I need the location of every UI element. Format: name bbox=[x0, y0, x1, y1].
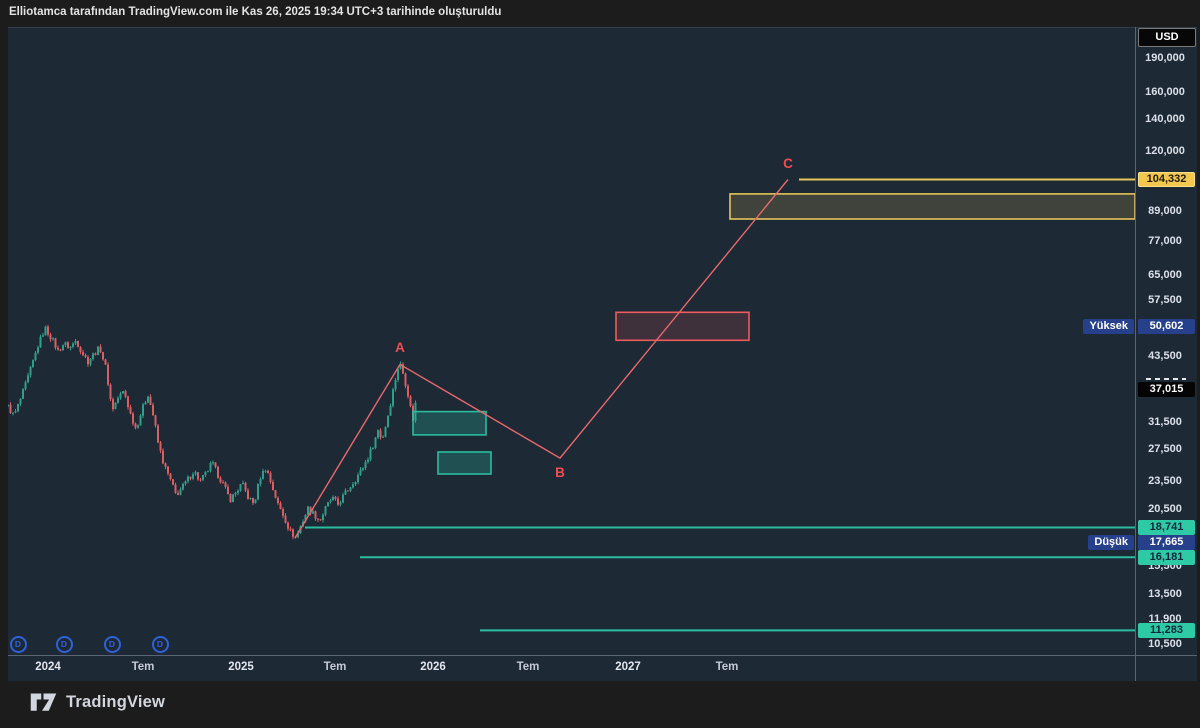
x-axis-label-2025: 2025 bbox=[228, 661, 254, 673]
y-axis-tick: 77,000 bbox=[1148, 234, 1182, 247]
y-axis-tick: 140,000 bbox=[1145, 113, 1185, 126]
price-label-50602: 50,602 bbox=[1138, 318, 1195, 334]
x-axis-label-tem: Tem bbox=[323, 661, 347, 673]
dividend-marker[interactable]: D bbox=[9, 635, 27, 653]
wave-point-label-B[interactable]: B bbox=[555, 465, 565, 481]
x-axis-label-2026: 2026 bbox=[420, 661, 446, 673]
range-label-high: Yüksek bbox=[1083, 318, 1134, 334]
tradingview-brand-text: TradingView bbox=[66, 693, 166, 711]
y-axis-tick: 13,500 bbox=[1148, 587, 1182, 600]
wave-point-label-C[interactable]: C bbox=[783, 155, 793, 171]
y-axis-tick: 120,000 bbox=[1145, 144, 1185, 157]
y-axis-tick: 160,000 bbox=[1145, 86, 1185, 99]
footer-bar: TradingView bbox=[0, 681, 1200, 728]
x-axis-label-tem: Tem bbox=[516, 661, 540, 673]
range-label-low: Düşük bbox=[1088, 535, 1134, 550]
y-axis-tick: 27,500 bbox=[1148, 443, 1182, 456]
x-axis-label-tem: Tem bbox=[715, 661, 739, 673]
y-axis-tick: 57,500 bbox=[1148, 293, 1182, 306]
x-axis-label-tem: Tem bbox=[131, 661, 155, 673]
y-axis-tick: 43,500 bbox=[1148, 350, 1182, 363]
price-label-16181: 16,181 bbox=[1138, 550, 1195, 565]
price-label-11283: 11,283 bbox=[1138, 622, 1195, 638]
dividend-marker[interactable]: D bbox=[103, 635, 121, 653]
wave-point-label-A[interactable]: A bbox=[395, 340, 405, 356]
tradingview-brand[interactable]: TradingView bbox=[30, 692, 165, 713]
price-label-104332: 104,332 bbox=[1138, 172, 1195, 187]
price-label-17665: 17,665 bbox=[1138, 535, 1195, 550]
y-axis-tick: 65,000 bbox=[1148, 268, 1182, 281]
y-axis-tick: 190,000 bbox=[1145, 51, 1185, 64]
chart-panel[interactable] bbox=[8, 27, 1197, 681]
dividend-marker[interactable]: D bbox=[151, 635, 169, 653]
attribution-text: Elliotamca tarafından TradingView.com il… bbox=[9, 6, 502, 18]
y-axis-tick: 31,500 bbox=[1148, 415, 1182, 428]
price-axis-separator bbox=[1135, 27, 1136, 681]
currency-button[interactable]: USD bbox=[1138, 28, 1196, 47]
x-axis-label-2027: 2027 bbox=[615, 661, 641, 673]
time-axis-separator bbox=[8, 655, 1197, 656]
y-axis-tick: 20,500 bbox=[1148, 502, 1182, 515]
price-label-18741: 18,741 bbox=[1138, 520, 1195, 535]
y-axis-tick: 11,900 bbox=[1148, 613, 1182, 626]
y-axis-tick: 89,000 bbox=[1148, 205, 1182, 218]
tradingview-logo-icon bbox=[30, 693, 57, 711]
price-label-37015: 37,015 bbox=[1138, 382, 1195, 398]
x-axis-label-2024: 2024 bbox=[35, 661, 61, 673]
covered-tick-dashes bbox=[1146, 378, 1186, 381]
y-axis-tick: 23,500 bbox=[1148, 475, 1182, 488]
dividend-marker[interactable]: D bbox=[55, 635, 73, 653]
y-axis-tick: 10,500 bbox=[1148, 638, 1182, 651]
